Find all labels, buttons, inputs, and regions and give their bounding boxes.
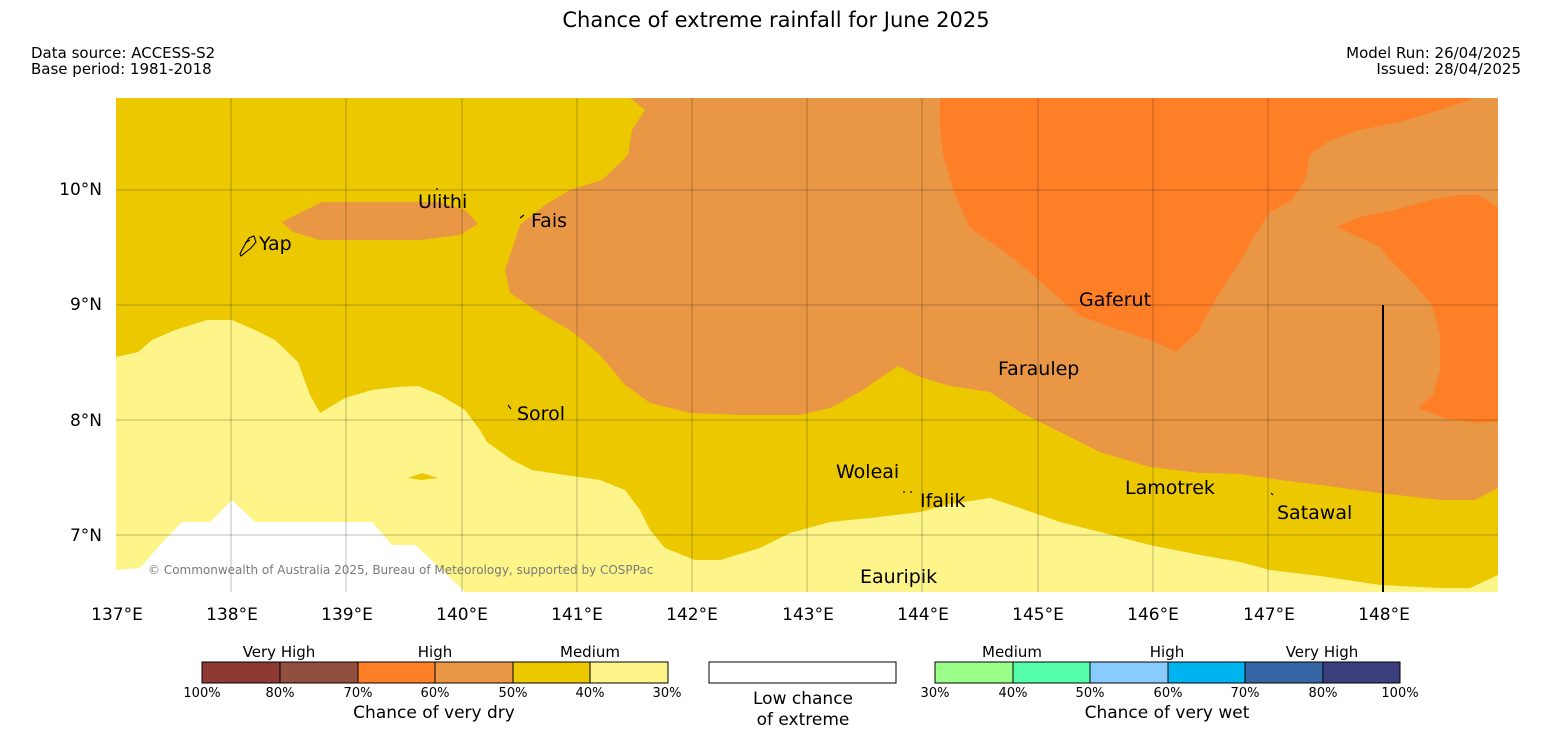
lon-tick: 148°E [1358, 605, 1410, 625]
label-sorol: Sorol [517, 403, 565, 425]
map-title: Chance of extreme rainfall for June 2025 [562, 8, 990, 32]
lat-tick: 9°N [70, 295, 102, 315]
lon-tick: 137°E [91, 605, 143, 625]
yap-island-outline [239, 235, 257, 257]
wet-tick: 60% [1154, 686, 1183, 701]
wet-tick: 80% [1309, 686, 1338, 701]
dry-swatch [201, 661, 281, 684]
dry-tick: 70% [344, 686, 373, 701]
low-chance-caption-1: Low chance [753, 689, 853, 709]
lon-axis: 137°E 138°E 139°E 140°E 141°E 142°E 143°… [91, 605, 1410, 625]
label-woleai: Woleai [836, 461, 899, 483]
wet-swatch [1322, 661, 1401, 684]
issued-date: Issued: 28/04/2025 [1376, 60, 1521, 78]
lon-tick: 140°E [436, 605, 488, 625]
lon-tick: 142°E [666, 605, 718, 625]
dry-tick: 100% [183, 686, 220, 701]
dry-tick: 50% [499, 686, 528, 701]
dry-tick: 80% [266, 686, 295, 701]
label-faraulep: Faraulep [998, 358, 1079, 380]
zone-50-60-west [282, 202, 478, 240]
label-eauripik: Eauripik [860, 566, 937, 588]
meta-left: Data source: ACCESS-S2 Base period: 1981… [31, 45, 215, 77]
zone-60-70-east [1336, 195, 1498, 423]
base-period: Base period: 1981-2018 [31, 60, 212, 78]
zone-40-50-speck [408, 473, 438, 480]
legend-low-chance: Low chance of extreme [708, 661, 897, 730]
wet-tick: 50% [1076, 686, 1105, 701]
dry-tick: 60% [421, 686, 450, 701]
lon-tick: 138°E [206, 605, 258, 625]
wet-tick: 70% [1231, 686, 1260, 701]
wet-tick: 40% [999, 686, 1028, 701]
dry-swatch [512, 661, 591, 684]
legend-dry: Very High High Medium 100% 80% 70% 60% 5… [183, 643, 681, 723]
lat-tick: 7°N [70, 526, 102, 546]
dry-swatch [357, 661, 436, 684]
zone-60-70-north [940, 98, 1476, 352]
wet-tick: 100% [1381, 686, 1418, 701]
graticule [116, 98, 1498, 592]
dry-caption: Chance of very dry [353, 703, 515, 723]
label-satawal: Satawal [1277, 502, 1352, 524]
lon-tick: 146°E [1127, 605, 1179, 625]
dry-swatch [279, 661, 359, 684]
dry-swatch [589, 661, 669, 684]
zone-low-chance [116, 500, 465, 592]
island-markers [436, 188, 1274, 496]
dry-category-medium: Medium [560, 643, 620, 661]
model-run: Model Run: 26/04/2025 [1346, 44, 1521, 62]
dry-swatch [434, 661, 514, 684]
dry-tick: 40% [576, 686, 605, 701]
wet-category-very-high: Very High [1286, 643, 1359, 661]
zone-30-40 [116, 320, 1498, 592]
wet-swatch [1089, 661, 1169, 684]
label-gaferut: Gaferut [1079, 289, 1151, 311]
dry-tick: 30% [653, 686, 682, 701]
lon-tick: 147°E [1243, 605, 1295, 625]
wet-category-medium: Medium [982, 643, 1042, 661]
place-labels: Ulithi Fais Yap Gaferut Faraulep Sorol W… [258, 191, 1352, 588]
wet-swatch [1167, 661, 1246, 684]
low-chance-swatch [708, 661, 897, 684]
rainfall-probability-field [116, 98, 1498, 592]
wet-swatch [1244, 661, 1324, 684]
wet-swatch [934, 661, 1014, 684]
lat-tick: 10°N [59, 180, 102, 200]
low-chance-caption-2: of extreme [757, 710, 850, 730]
label-lamotrek: Lamotrek [1125, 477, 1215, 499]
lat-tick: 8°N [70, 411, 102, 431]
wet-caption: Chance of very wet [1085, 703, 1250, 723]
legend-wet: Medium High Very High 30% 40% 50% 60% 70… [921, 643, 1419, 723]
lon-tick: 145°E [1012, 605, 1064, 625]
data-source: Data source: ACCESS-S2 [31, 44, 216, 62]
label-fais: Fais [531, 210, 567, 232]
label-ifalik: Ifalik [920, 490, 966, 512]
lon-tick: 143°E [782, 605, 834, 625]
dry-category-high: High [418, 643, 452, 661]
wet-category-high: High [1150, 643, 1184, 661]
wet-swatch [1012, 661, 1091, 684]
copyright-text: © Commonwealth of Australia 2025, Bureau… [148, 563, 653, 577]
label-ulithi: Ulithi [418, 191, 467, 213]
lat-axis: 7°N 8°N 9°N 10°N [59, 180, 102, 546]
lon-tick: 144°E [897, 605, 949, 625]
label-yap: Yap [258, 233, 292, 255]
wet-tick: 30% [921, 686, 950, 701]
meta-right: Model Run: 26/04/2025 Issued: 28/04/2025 [1346, 45, 1521, 77]
lon-tick: 139°E [321, 605, 373, 625]
lon-tick: 141°E [551, 605, 603, 625]
dry-category-very-high: Very High [243, 643, 316, 661]
